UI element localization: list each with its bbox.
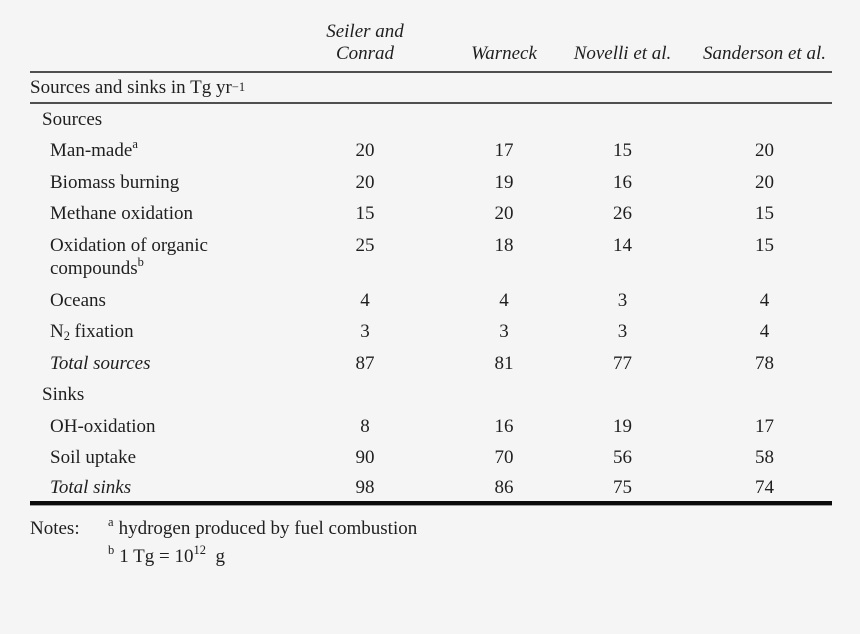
table-row-n2-fixation: N2 fixation 3 3 3 4 xyxy=(30,317,832,349)
cell-value: 14 xyxy=(613,235,632,256)
row-label: Biomass burning xyxy=(50,171,180,193)
footnote-marker-a: a xyxy=(132,136,138,151)
column-header-sanderson: Sanderson et al. xyxy=(703,43,826,64)
cell-value: 18 xyxy=(494,235,514,256)
row-label: OH-oxidation xyxy=(50,415,156,437)
table-row-biomass-burning: Biomass burning 20 19 16 20 xyxy=(30,167,832,199)
cell-value: 15 xyxy=(755,203,774,225)
cell-value: 90 xyxy=(355,447,375,469)
column-header-warneck: Warneck xyxy=(471,43,537,64)
section-row-sinks: Sinks xyxy=(30,380,832,412)
table-units-caption: Sources and sinks in Tg yr −1 xyxy=(30,76,246,98)
cell-value: 3 xyxy=(617,321,628,343)
section-label-sinks: Sinks xyxy=(42,384,85,406)
row-label-total-sinks: Total sinks xyxy=(50,476,132,498)
cell-value: 58 xyxy=(755,447,774,469)
cell-value: 98 xyxy=(355,476,375,498)
cell-value: 15 xyxy=(613,140,632,162)
cell-value: 3 xyxy=(499,321,509,343)
units-caption-text: Sources and sinks in Tg yr xyxy=(30,76,232,98)
table-row-man-made: Man-madea 20 17 15 20 xyxy=(30,136,832,168)
column-header-novelli: Novelli et al. xyxy=(573,43,672,64)
cell-value: 3 xyxy=(617,289,628,311)
sources-sinks-table: Seiler and Conrad Warneck Novelli et al.… xyxy=(30,0,832,506)
cell-value: 3 xyxy=(360,321,370,343)
cell-value: 4 xyxy=(499,289,509,311)
cell-value: 20 xyxy=(355,171,375,193)
note-a: Notes: a hydrogen produced by fuel combus… xyxy=(30,515,860,543)
row-label: Methane oxidation xyxy=(50,203,193,225)
row-label: Soil uptake xyxy=(50,447,137,469)
table-row-total-sinks: Total sinks 98 86 75 74 xyxy=(30,474,832,501)
row-label: Oceans xyxy=(50,289,106,311)
cell-value: 8 xyxy=(360,415,370,437)
subscript-2: 2 xyxy=(63,329,70,344)
cell-value: 20 xyxy=(494,203,514,225)
table-row-oh-oxidation: OH-oxidation 8 16 19 17 xyxy=(30,411,832,443)
table-row-methane-oxidation: Methane oxidation 15 20 26 15 xyxy=(30,199,832,231)
cell-value: 78 xyxy=(755,352,774,374)
notes-title: Notes: xyxy=(30,518,80,539)
note-a-body: a hydrogen produced by fuel combustion xyxy=(108,514,418,539)
table-row-total-sources: Total sources 87 81 77 78 xyxy=(30,348,832,380)
cell-value: 70 xyxy=(494,447,514,469)
row-label: Oxidation of organic compoundsb xyxy=(50,235,208,279)
cell-value: 17 xyxy=(755,415,774,437)
cell-value: 19 xyxy=(494,171,514,193)
table-bottom-rule xyxy=(30,501,832,506)
cell-value: 87 xyxy=(355,352,375,374)
table-caption-rule xyxy=(30,102,832,104)
table-header-row: Seiler and Conrad Warneck Novelli et al.… xyxy=(30,0,832,71)
section-row-sources: Sources xyxy=(30,104,832,136)
row-label: N2 fixation xyxy=(50,321,134,344)
cell-value: 16 xyxy=(613,171,632,193)
cell-value: 86 xyxy=(494,476,514,498)
cell-value: 26 xyxy=(613,203,632,225)
cell-value: 81 xyxy=(494,352,514,374)
cell-value: 15 xyxy=(755,235,774,256)
cell-value: 4 xyxy=(759,321,770,343)
cell-value: 16 xyxy=(494,415,514,437)
column-header-seiler-and-conrad: Seiler and Conrad xyxy=(326,21,404,64)
cell-value: 75 xyxy=(613,476,632,498)
table-row-soil-uptake: Soil uptake 90 70 56 58 xyxy=(30,443,832,475)
cell-value: 4 xyxy=(759,289,770,311)
cell-value: 25 xyxy=(355,235,375,256)
cell-value: 4 xyxy=(360,289,370,311)
cell-value: 77 xyxy=(613,352,632,374)
section-label-sources: Sources xyxy=(42,108,103,130)
table-top-rule xyxy=(30,71,832,73)
cell-value: 56 xyxy=(613,447,632,469)
cell-value: 20 xyxy=(355,140,375,162)
cell-value: 74 xyxy=(755,476,774,498)
cell-value: 15 xyxy=(355,203,375,225)
table-notes: Notes: a hydrogen produced by fuel combus… xyxy=(30,515,860,571)
row-label-total-sources: Total sources xyxy=(50,352,151,374)
cell-value: 17 xyxy=(494,140,514,162)
footnote-b-marker: b xyxy=(108,542,115,557)
cell-value: 19 xyxy=(613,415,632,437)
footnote-marker-b: b xyxy=(137,254,144,269)
cell-value: 20 xyxy=(755,171,774,193)
table-row-oxidation-organic-compounds: Oxidation of organic compoundsb 25 18 14… xyxy=(30,230,832,285)
table-row-oceans: Oceans 4 4 3 4 xyxy=(30,285,832,317)
footnote-a-marker: a xyxy=(108,514,114,529)
cell-value: 20 xyxy=(755,140,774,162)
exponent-12: 12 xyxy=(193,542,206,557)
row-label: Man-madea xyxy=(50,136,138,162)
